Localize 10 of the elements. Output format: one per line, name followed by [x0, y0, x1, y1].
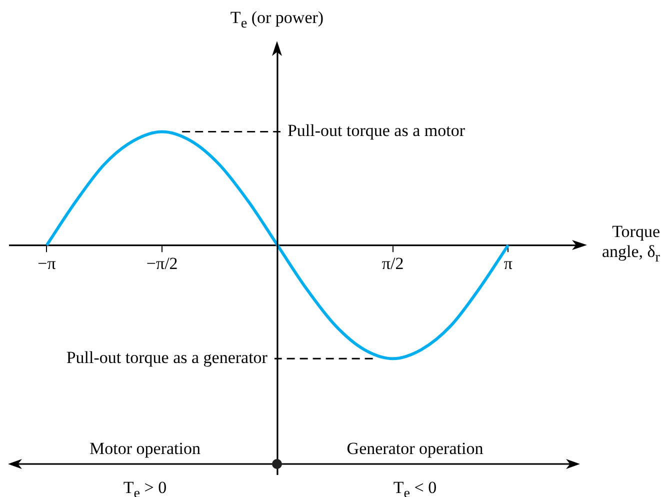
text: T$_{e}$ (or power) [230, 8, 324, 34]
x-tick-label: π [504, 254, 513, 273]
ref-line-label: Pull-out torque as a motor [287, 121, 466, 140]
ref-line-label: Pull-out torque as a generator [66, 348, 268, 368]
x-tick-label: −π/2 [146, 254, 178, 273]
x-axis-title: Torque angle, δ$_{r}$ [600, 222, 660, 268]
text: Generator operation [346, 439, 484, 459]
x-tick-label: −π [38, 254, 56, 273]
text: Motor operation [90, 439, 200, 459]
x-tick-label: π/2 [382, 254, 404, 273]
